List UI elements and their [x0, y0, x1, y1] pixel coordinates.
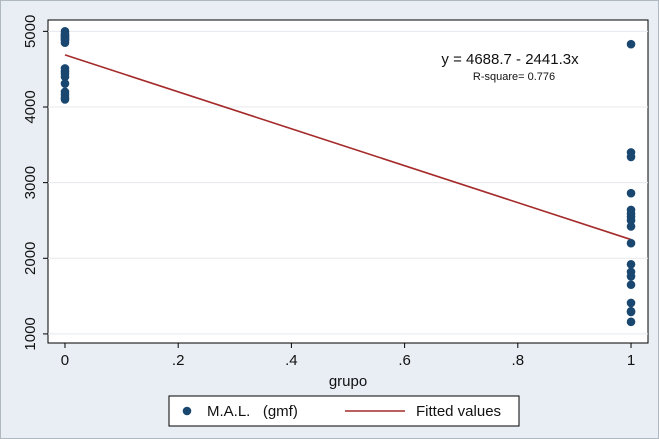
data-point — [60, 35, 70, 44]
legend-marker-mal — [182, 406, 192, 416]
legend-box — [168, 395, 520, 427]
legend-label-mal: M.A.L. (gmf) — [207, 403, 298, 420]
data-point — [626, 152, 636, 162]
data-point — [60, 72, 70, 82]
data-point — [626, 222, 636, 231]
fitted-line — [64, 54, 632, 241]
plot-area — [47, 19, 649, 344]
data-point — [60, 79, 70, 88]
x-tick-label: .2 — [172, 352, 185, 369]
data-point — [626, 298, 636, 308]
x-tick-label: 0 — [61, 352, 69, 369]
grid-lines — [48, 30, 648, 335]
y-tick-label: 1000 — [22, 317, 39, 350]
x-axis-label: grupo — [329, 373, 367, 390]
regression-equation: y = 4688.7 - 2441.3x — [441, 51, 579, 68]
x-axis: 0 .2 .4 .6 .8 1 — [61, 343, 635, 369]
y-tick-label: 4000 — [22, 90, 39, 123]
data-point — [626, 216, 636, 225]
data-point — [626, 317, 636, 327]
data-marks — [60, 27, 636, 327]
data-point — [626, 238, 636, 248]
data-point — [626, 307, 636, 317]
x-tick-label: 1 — [627, 352, 635, 369]
data-point — [626, 39, 636, 49]
legend: M.A.L. (gmf) Fitted values — [168, 395, 520, 427]
legend-label-fitted: Fitted values — [416, 403, 501, 420]
data-point — [626, 188, 636, 198]
r-square-annotation: R-square= 0.776 — [473, 71, 555, 83]
y-axis: 1000 2000 3000 4000 5000 — [22, 15, 48, 351]
x-tick-label: .6 — [398, 352, 411, 369]
data-point — [626, 280, 636, 290]
data-point — [626, 272, 636, 281]
data-point — [626, 260, 636, 269]
data-point — [60, 95, 70, 104]
y-tick-label: 2000 — [22, 242, 39, 275]
y-tick-label: 5000 — [22, 15, 39, 48]
y-tick-label: 3000 — [22, 166, 39, 199]
x-tick-label: .8 — [512, 352, 525, 369]
x-tick-label: .4 — [285, 352, 298, 369]
